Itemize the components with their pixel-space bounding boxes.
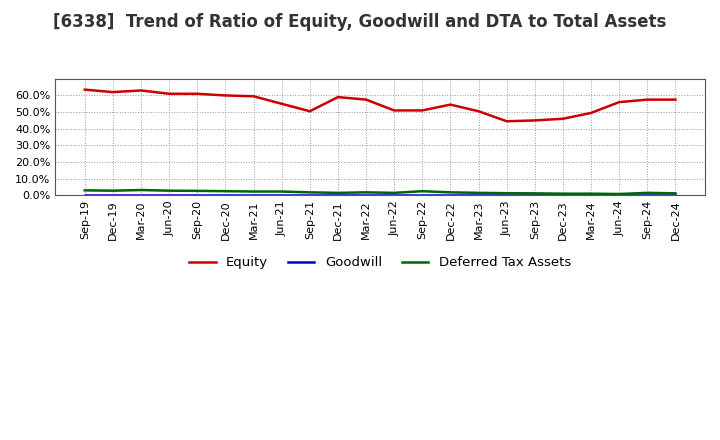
Equity — [137, 88, 145, 93]
Equity — [503, 119, 511, 124]
Equity — [418, 108, 427, 113]
Deferred Tax Assets — [109, 188, 117, 193]
Equity — [193, 91, 202, 96]
Deferred Tax Assets — [446, 190, 455, 195]
Goodwill — [305, 193, 314, 198]
Equity — [249, 94, 258, 99]
Equity — [165, 91, 174, 96]
Line: Deferred Tax Assets: Deferred Tax Assets — [85, 190, 675, 194]
Deferred Tax Assets — [390, 190, 398, 195]
Deferred Tax Assets — [81, 188, 89, 193]
Goodwill — [615, 193, 624, 198]
Goodwill — [474, 193, 483, 198]
Legend: Equity, Goodwill, Deferred Tax Assets: Equity, Goodwill, Deferred Tax Assets — [184, 251, 576, 275]
Deferred Tax Assets — [503, 191, 511, 196]
Goodwill — [418, 193, 427, 198]
Deferred Tax Assets — [559, 191, 567, 196]
Deferred Tax Assets — [418, 189, 427, 194]
Deferred Tax Assets — [305, 190, 314, 195]
Deferred Tax Assets — [333, 190, 342, 195]
Equity — [81, 87, 89, 92]
Text: [6338]  Trend of Ratio of Equity, Goodwill and DTA to Total Assets: [6338] Trend of Ratio of Equity, Goodwil… — [53, 13, 667, 31]
Deferred Tax Assets — [165, 188, 174, 193]
Goodwill — [503, 193, 511, 198]
Equity — [446, 102, 455, 107]
Goodwill — [390, 193, 398, 198]
Equity — [221, 93, 230, 98]
Goodwill — [446, 193, 455, 198]
Equity — [671, 97, 680, 102]
Goodwill — [193, 193, 202, 198]
Equity — [109, 89, 117, 95]
Goodwill — [643, 193, 652, 198]
Deferred Tax Assets — [221, 189, 230, 194]
Goodwill — [559, 193, 567, 198]
Goodwill — [333, 193, 342, 198]
Equity — [361, 97, 370, 102]
Equity — [305, 109, 314, 114]
Goodwill — [277, 193, 286, 198]
Equity — [615, 99, 624, 105]
Equity — [390, 108, 398, 113]
Goodwill — [587, 193, 595, 198]
Equity — [277, 101, 286, 106]
Goodwill — [109, 193, 117, 198]
Deferred Tax Assets — [193, 188, 202, 194]
Equity — [559, 116, 567, 121]
Equity — [531, 118, 539, 123]
Deferred Tax Assets — [277, 189, 286, 194]
Goodwill — [165, 193, 174, 198]
Deferred Tax Assets — [137, 187, 145, 193]
Deferred Tax Assets — [531, 191, 539, 196]
Equity — [643, 97, 652, 102]
Goodwill — [249, 193, 258, 198]
Deferred Tax Assets — [671, 191, 680, 196]
Equity — [587, 110, 595, 116]
Goodwill — [81, 193, 89, 198]
Goodwill — [137, 193, 145, 198]
Deferred Tax Assets — [643, 190, 652, 195]
Equity — [333, 95, 342, 100]
Line: Equity: Equity — [85, 90, 675, 121]
Deferred Tax Assets — [474, 190, 483, 195]
Deferred Tax Assets — [587, 191, 595, 196]
Deferred Tax Assets — [615, 191, 624, 197]
Deferred Tax Assets — [249, 189, 258, 194]
Goodwill — [221, 193, 230, 198]
Equity — [474, 109, 483, 114]
Goodwill — [361, 193, 370, 198]
Goodwill — [671, 193, 680, 198]
Deferred Tax Assets — [361, 190, 370, 195]
Goodwill — [531, 193, 539, 198]
